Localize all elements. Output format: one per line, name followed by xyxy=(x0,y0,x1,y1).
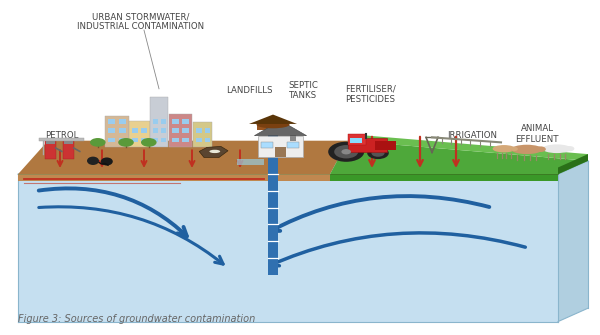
Polygon shape xyxy=(348,134,588,161)
Bar xyxy=(193,122,212,147)
Bar xyxy=(108,119,115,124)
Circle shape xyxy=(118,138,134,147)
Polygon shape xyxy=(249,115,297,124)
Bar xyxy=(261,142,273,148)
Text: PETROL: PETROL xyxy=(45,131,79,140)
Bar xyxy=(46,141,55,144)
Bar xyxy=(142,138,147,142)
Bar xyxy=(45,141,56,159)
Bar xyxy=(287,142,299,148)
Bar xyxy=(348,134,366,145)
Circle shape xyxy=(371,149,385,157)
Ellipse shape xyxy=(101,157,113,165)
Bar xyxy=(169,114,192,147)
Bar xyxy=(129,121,150,147)
Ellipse shape xyxy=(87,156,99,165)
Bar xyxy=(119,128,125,133)
Bar xyxy=(172,128,179,133)
Bar xyxy=(237,159,264,165)
Text: FERTILISER/
PESTICIDES: FERTILISER/ PESTICIDES xyxy=(345,84,396,104)
Polygon shape xyxy=(18,161,588,174)
Circle shape xyxy=(341,149,351,154)
Polygon shape xyxy=(330,141,588,174)
Bar xyxy=(196,138,202,142)
Bar xyxy=(39,138,84,141)
Bar xyxy=(182,119,189,124)
Bar xyxy=(172,119,179,124)
Bar xyxy=(258,136,303,157)
Bar xyxy=(196,128,202,133)
Polygon shape xyxy=(558,161,588,322)
Bar xyxy=(108,128,115,133)
Bar xyxy=(182,138,189,142)
Bar xyxy=(132,138,138,142)
Polygon shape xyxy=(18,141,348,174)
Ellipse shape xyxy=(257,121,290,128)
Bar xyxy=(150,97,168,147)
Bar xyxy=(182,128,189,133)
Bar xyxy=(108,138,115,142)
Bar xyxy=(350,138,362,143)
Polygon shape xyxy=(199,146,228,157)
Bar xyxy=(375,141,396,150)
Bar xyxy=(275,147,286,157)
Polygon shape xyxy=(254,121,307,136)
Circle shape xyxy=(328,142,364,162)
Bar xyxy=(105,116,129,147)
Bar xyxy=(257,124,289,130)
Bar xyxy=(290,131,296,141)
Polygon shape xyxy=(18,174,558,322)
Bar xyxy=(161,119,166,124)
Ellipse shape xyxy=(536,146,546,152)
Ellipse shape xyxy=(542,144,571,153)
Circle shape xyxy=(334,145,358,158)
Bar xyxy=(132,128,138,133)
Bar xyxy=(172,138,179,142)
Bar xyxy=(153,119,158,124)
Circle shape xyxy=(90,138,106,147)
Polygon shape xyxy=(330,174,558,181)
Circle shape xyxy=(141,138,157,147)
Bar xyxy=(119,138,125,142)
Ellipse shape xyxy=(493,145,515,152)
Bar xyxy=(153,128,158,133)
Bar xyxy=(119,119,125,124)
Polygon shape xyxy=(18,174,330,181)
Polygon shape xyxy=(558,154,588,174)
Text: IRRIGATION: IRRIGATION xyxy=(447,131,497,140)
Bar xyxy=(63,141,74,159)
Bar xyxy=(161,138,166,142)
Text: ANIMAL
EFFLUENT: ANIMAL EFFLUENT xyxy=(515,124,559,144)
Circle shape xyxy=(367,147,389,159)
Ellipse shape xyxy=(565,146,574,151)
Bar xyxy=(205,128,210,133)
Bar xyxy=(268,127,278,275)
Ellipse shape xyxy=(511,145,542,154)
Text: URBAN STORMWATER/
INDUSTRIAL CONTAMINATION: URBAN STORMWATER/ INDUSTRIAL CONTAMINATI… xyxy=(77,12,205,31)
Bar xyxy=(153,138,158,142)
Ellipse shape xyxy=(511,147,518,151)
Text: LANDFILLS: LANDFILLS xyxy=(226,86,272,95)
Text: Figure 3: Sources of groundwater contamination: Figure 3: Sources of groundwater contami… xyxy=(18,314,255,324)
Bar xyxy=(348,138,387,152)
Bar xyxy=(161,128,166,133)
Bar xyxy=(205,138,210,142)
Text: SEPTIC
TANKS: SEPTIC TANKS xyxy=(288,81,318,100)
Ellipse shape xyxy=(209,150,220,153)
Bar xyxy=(142,128,147,133)
Bar xyxy=(64,141,73,144)
